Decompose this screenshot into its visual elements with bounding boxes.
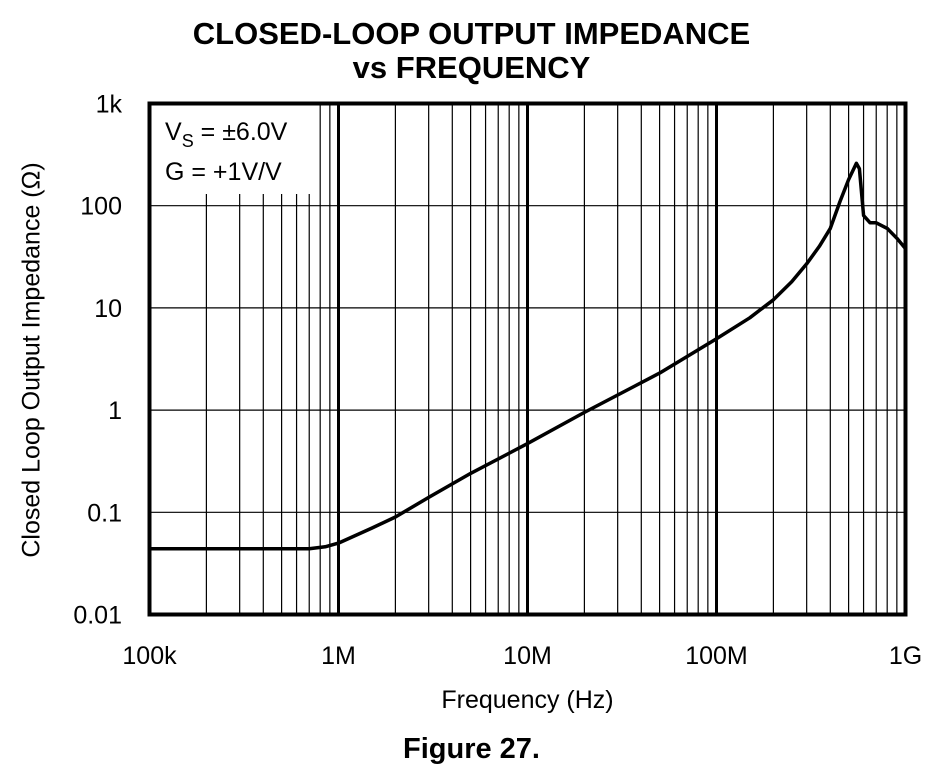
x-tick-label: 1M (321, 642, 356, 670)
series-layer (147, 161, 908, 551)
chart-subtitle: vs FREQUENCY (352, 50, 591, 85)
x-tick-label: 100M (685, 642, 748, 670)
y-tick-label: 1 (108, 397, 122, 425)
x-tick-label: 1G (889, 642, 922, 670)
y-tick-label: 1k (96, 91, 123, 119)
y-tick-label: 0.01 (73, 602, 122, 630)
chart-title: CLOSED-LOOP OUTPUT IMPEDANCE vs FREQUENC… (0, 17, 943, 85)
tick-labels: 100k 1M 10M 100M 1G 1k 100 10 1 0.1 0.01 (73, 91, 922, 671)
x-tick-label: 100k (122, 642, 177, 670)
annotation-supply-sub: S (182, 131, 194, 151)
y-tick-label: 100 (80, 193, 122, 221)
y-tick-label: 10 (94, 295, 122, 323)
y-axis-label: Closed Loop Output Impedance (Ω) (17, 162, 46, 558)
annotation-background (152, 104, 312, 194)
annotation-supply-v: V (165, 118, 182, 146)
annotation-supply: VS = ±6.0V (165, 118, 288, 151)
annotation-gain: G = +1V/V (165, 158, 282, 186)
major-grid-lines (337, 103, 718, 615)
plot-frame (147, 101, 908, 617)
chart-title-line1: CLOSED-LOOP OUTPUT IMPEDANCE (192, 16, 751, 51)
figure-caption: Figure 27. (403, 733, 540, 765)
annotation-supply-value: = ±6.0V (194, 118, 288, 146)
y-tick-label: 0.1 (87, 499, 122, 527)
series-line-0 (147, 161, 908, 551)
x-tick-label: 10M (503, 642, 552, 670)
x-axis-label: Frequency (Hz) (441, 686, 614, 714)
